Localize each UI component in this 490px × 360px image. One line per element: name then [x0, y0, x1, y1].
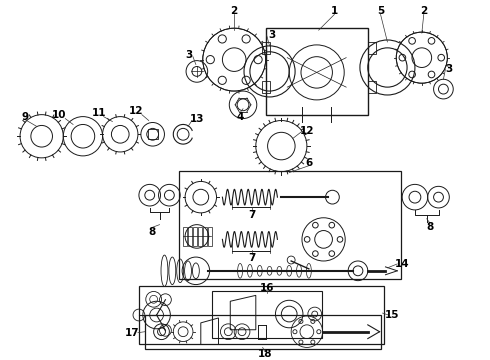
Text: 15: 15 [385, 310, 399, 320]
Text: 8: 8 [426, 222, 433, 231]
Text: 12: 12 [299, 126, 314, 136]
Text: 5: 5 [377, 5, 384, 15]
Text: 3: 3 [446, 64, 453, 75]
Text: 2: 2 [231, 5, 238, 15]
Text: 18: 18 [257, 349, 272, 359]
Text: 10: 10 [52, 110, 67, 120]
Bar [183, 226, 187, 246]
Text: 4: 4 [236, 112, 244, 122]
Text: 7: 7 [248, 210, 256, 220]
Text: 7: 7 [248, 253, 256, 263]
Text: 14: 14 [395, 259, 410, 269]
Bar [208, 226, 212, 246]
Text: 12: 12 [129, 106, 143, 116]
Text: 1: 1 [331, 5, 338, 15]
Bar [139, 285, 385, 345]
Bar [266, 28, 368, 114]
Text: 11: 11 [92, 108, 106, 118]
Bar [368, 81, 376, 93]
Text: 13: 13 [190, 113, 204, 123]
Bar [148, 129, 158, 139]
Bar [262, 42, 270, 54]
Text: 3: 3 [185, 50, 193, 60]
Bar [188, 226, 192, 246]
Bar [198, 226, 202, 246]
Bar [145, 315, 381, 350]
Bar [179, 171, 401, 279]
Text: 16: 16 [259, 283, 274, 293]
Text: 6: 6 [305, 158, 313, 168]
Bar [203, 226, 207, 246]
Text: 3: 3 [268, 30, 275, 40]
Bar [212, 292, 321, 338]
Bar [262, 81, 270, 93]
Bar [368, 42, 376, 54]
Text: 9: 9 [22, 112, 28, 122]
Text: 2: 2 [420, 5, 427, 15]
Text: 8: 8 [148, 226, 155, 237]
Bar [193, 226, 197, 246]
Text: 17: 17 [125, 328, 139, 338]
